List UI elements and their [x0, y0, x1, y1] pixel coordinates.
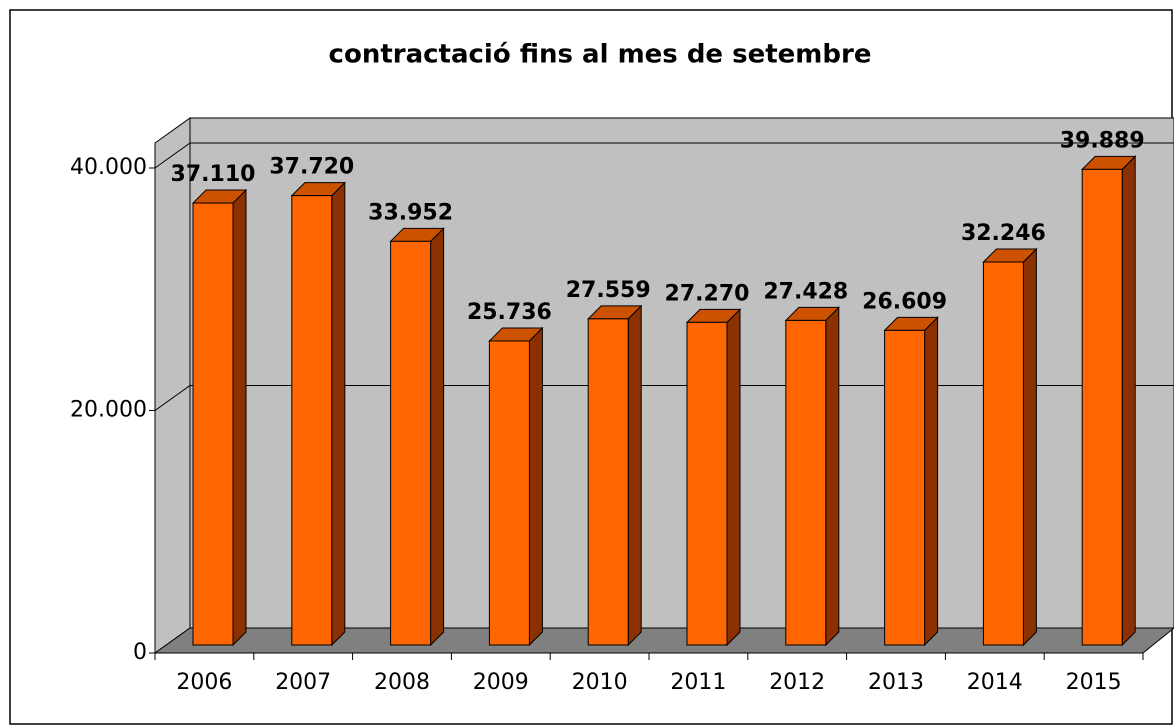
value-label: 27.428: [763, 279, 848, 304]
bar: [488, 340, 530, 646]
bar: [1081, 168, 1123, 646]
bar-side: [726, 308, 741, 647]
bar: [686, 321, 728, 646]
x-tick-label: 2012: [769, 670, 825, 695]
y-tick-label: 20.000: [70, 398, 147, 423]
value-label: 26.609: [862, 289, 947, 314]
x-tick-label: 2011: [670, 670, 726, 695]
chart-title: contractació fins al mes de setembre: [329, 40, 872, 70]
bar-side: [924, 316, 939, 647]
y-tick-label: 40.000: [70, 155, 147, 180]
bar: [390, 240, 432, 646]
bar: [982, 261, 1024, 646]
bar-side: [232, 188, 247, 647]
value-label: 25.736: [467, 300, 552, 325]
grid-line: [154, 385, 1174, 411]
bar-side: [825, 306, 840, 647]
value-label: 27.559: [566, 278, 651, 303]
value-label: 37.720: [269, 155, 354, 180]
x-tick-label: 2015: [1066, 670, 1122, 695]
bar-side: [430, 227, 445, 647]
x-tick-label: 2009: [473, 670, 529, 695]
x-tick-label: 2013: [868, 670, 924, 695]
value-label: 27.270: [665, 281, 750, 306]
bar: [884, 329, 926, 646]
bar-side: [331, 181, 346, 647]
x-tick-label: 2008: [374, 670, 430, 695]
y-tick-label: 0: [133, 640, 147, 665]
x-tick-label: 2007: [275, 670, 331, 695]
bar-side: [528, 326, 543, 647]
bar: [291, 195, 333, 646]
x-tick-label: 2006: [176, 670, 232, 695]
bar-side: [1022, 247, 1037, 647]
bar-side: [1121, 155, 1136, 647]
x-tick-label: 2014: [967, 670, 1023, 695]
value-label: 39.889: [1060, 128, 1145, 153]
bar: [587, 318, 629, 646]
bar: [192, 202, 234, 646]
grid-line: [154, 142, 1174, 169]
bar-side: [627, 304, 642, 647]
x-tick-label: 2010: [572, 670, 628, 695]
value-label: 33.952: [368, 200, 453, 225]
bar: [785, 319, 827, 646]
value-label: 32.246: [961, 221, 1046, 246]
value-label: 37.110: [171, 162, 256, 187]
side-wall: [154, 117, 191, 654]
